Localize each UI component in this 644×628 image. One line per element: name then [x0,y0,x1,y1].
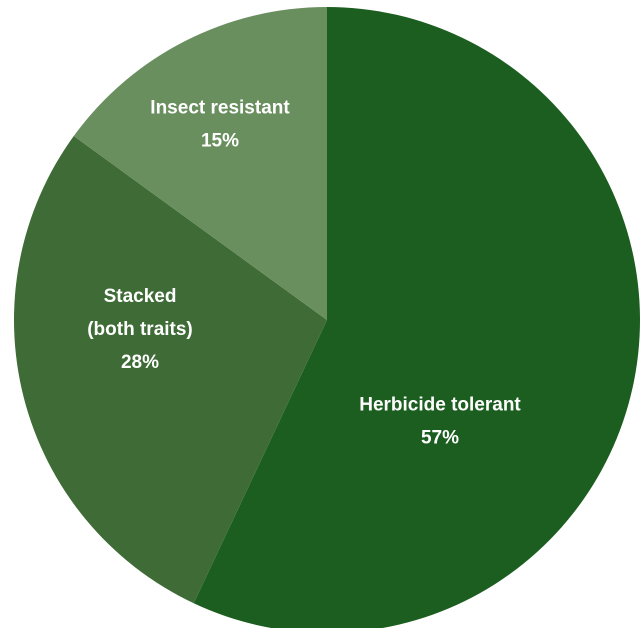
slice-value-label: 57% [421,428,459,449]
pie-slice-herbicide-tolerant [193,7,640,628]
slice-category-label: (both traits) [87,319,193,340]
pie-slice-insect-resistant [73,7,327,320]
pie-slices [13,7,640,628]
pie-labels: Herbicide tolerant 57% Stacked (both traits… [87,98,521,449]
slice-category-label: Insect resistant [150,98,290,119]
slice-value-label: 28% [121,352,159,373]
slice-category-label: Herbicide tolerant [359,395,521,416]
slice-category-label: Stacked [104,286,177,307]
slice-value-label: 15% [201,131,239,152]
pie-slice-stacked-both-traits [13,136,328,604]
